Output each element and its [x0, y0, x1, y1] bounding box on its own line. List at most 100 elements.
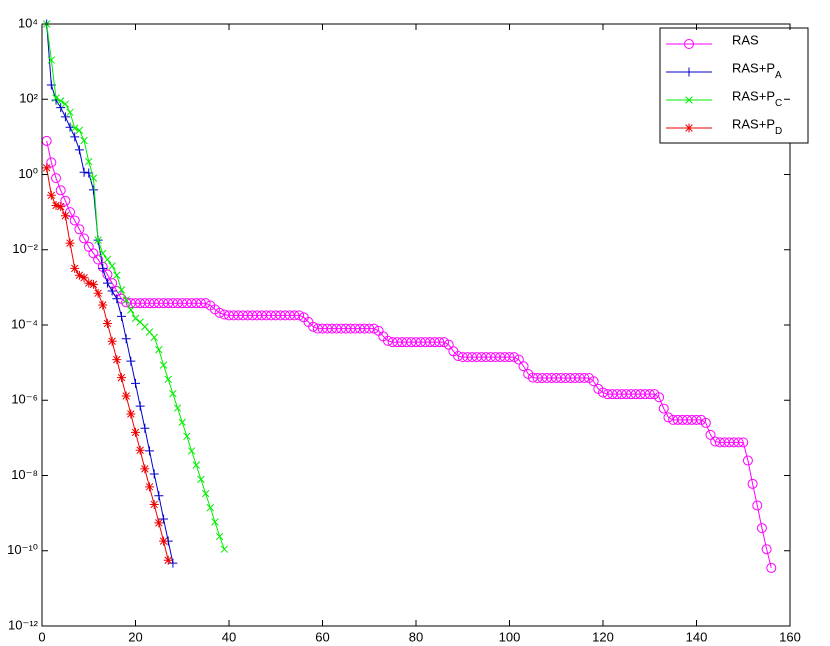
point — [126, 356, 136, 366]
point — [756, 523, 767, 534]
point — [747, 478, 758, 489]
point — [644, 389, 655, 400]
series-line — [46, 23, 174, 564]
point — [88, 279, 98, 289]
point — [102, 318, 112, 328]
point — [113, 271, 121, 279]
point — [121, 334, 131, 344]
x-tick-label: 80 — [409, 629, 423, 644]
point — [74, 270, 84, 280]
point — [164, 375, 172, 384]
point — [42, 163, 52, 173]
point — [56, 103, 66, 113]
point — [51, 201, 61, 210]
point — [742, 455, 753, 466]
point — [135, 445, 145, 455]
point — [294, 310, 305, 321]
y-tick-label: 10⁻⁴ — [11, 316, 38, 331]
y-tick-label: 10⁰ — [18, 166, 38, 181]
point — [60, 195, 71, 206]
point — [215, 532, 224, 541]
point — [83, 241, 94, 252]
point — [691, 414, 702, 425]
point — [79, 167, 89, 177]
point — [364, 323, 375, 334]
point — [127, 306, 135, 314]
point — [705, 429, 716, 440]
point — [684, 39, 694, 49]
point — [112, 355, 122, 365]
point — [56, 97, 65, 105]
point — [504, 352, 515, 363]
point — [663, 412, 674, 423]
point — [140, 423, 150, 433]
point — [131, 427, 140, 437]
point — [65, 122, 75, 132]
point — [159, 361, 168, 369]
point — [70, 132, 80, 142]
y-tick-label: 10⁻¹⁰ — [7, 542, 38, 557]
point — [61, 100, 70, 108]
point — [121, 391, 131, 401]
point — [56, 202, 66, 212]
point — [46, 157, 57, 168]
point — [308, 321, 319, 332]
point — [84, 278, 94, 288]
point — [79, 233, 90, 244]
point — [192, 461, 201, 469]
point — [206, 503, 215, 512]
point — [149, 499, 159, 509]
point — [368, 323, 379, 334]
point — [289, 310, 300, 321]
y-tick-label: 10⁻² — [12, 241, 38, 256]
point — [684, 67, 694, 77]
point — [89, 174, 98, 182]
point — [75, 126, 84, 134]
point — [220, 545, 229, 553]
point — [103, 255, 112, 264]
point — [579, 373, 590, 384]
plot-area — [41, 19, 777, 573]
point — [700, 417, 711, 428]
point — [761, 544, 772, 555]
point — [197, 475, 205, 484]
point — [102, 278, 112, 288]
x-tick-label: 40 — [222, 629, 236, 644]
point — [112, 294, 122, 304]
point — [766, 562, 777, 573]
x-tick-label: 20 — [128, 629, 142, 644]
x-tick-label: 100 — [499, 629, 521, 644]
point — [439, 337, 450, 348]
point — [513, 354, 524, 365]
point — [126, 409, 136, 419]
point — [51, 173, 62, 184]
point — [434, 337, 445, 348]
point — [145, 482, 155, 492]
point — [145, 446, 155, 456]
y-tick-label: 10⁻⁸ — [11, 467, 38, 482]
point — [752, 500, 763, 511]
point — [70, 124, 79, 132]
point — [131, 378, 140, 388]
point — [52, 94, 60, 102]
point — [98, 263, 108, 273]
point — [70, 263, 80, 273]
point — [47, 56, 56, 64]
x-tick-label: 120 — [592, 629, 614, 644]
point — [80, 136, 88, 145]
point — [733, 437, 744, 448]
point — [46, 190, 56, 200]
point — [168, 558, 178, 568]
point — [173, 404, 182, 412]
point — [149, 469, 159, 479]
point — [66, 108, 74, 117]
point — [85, 157, 93, 166]
y-tick-label: 10⁻⁶ — [11, 392, 38, 407]
y-tick-label: 10⁴ — [18, 15, 38, 30]
point — [154, 518, 164, 528]
point — [108, 262, 116, 270]
point — [738, 437, 749, 448]
y-tick-label: 10⁻¹² — [8, 617, 39, 632]
point — [94, 236, 102, 244]
